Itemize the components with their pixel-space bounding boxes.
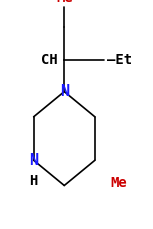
- Text: N: N: [60, 84, 69, 99]
- Text: —Et: —Et: [107, 52, 132, 67]
- Text: CH: CH: [41, 52, 58, 67]
- Text: H: H: [30, 174, 38, 188]
- Text: Me: Me: [56, 0, 73, 5]
- Text: N: N: [29, 153, 38, 168]
- Text: Me: Me: [110, 176, 127, 190]
